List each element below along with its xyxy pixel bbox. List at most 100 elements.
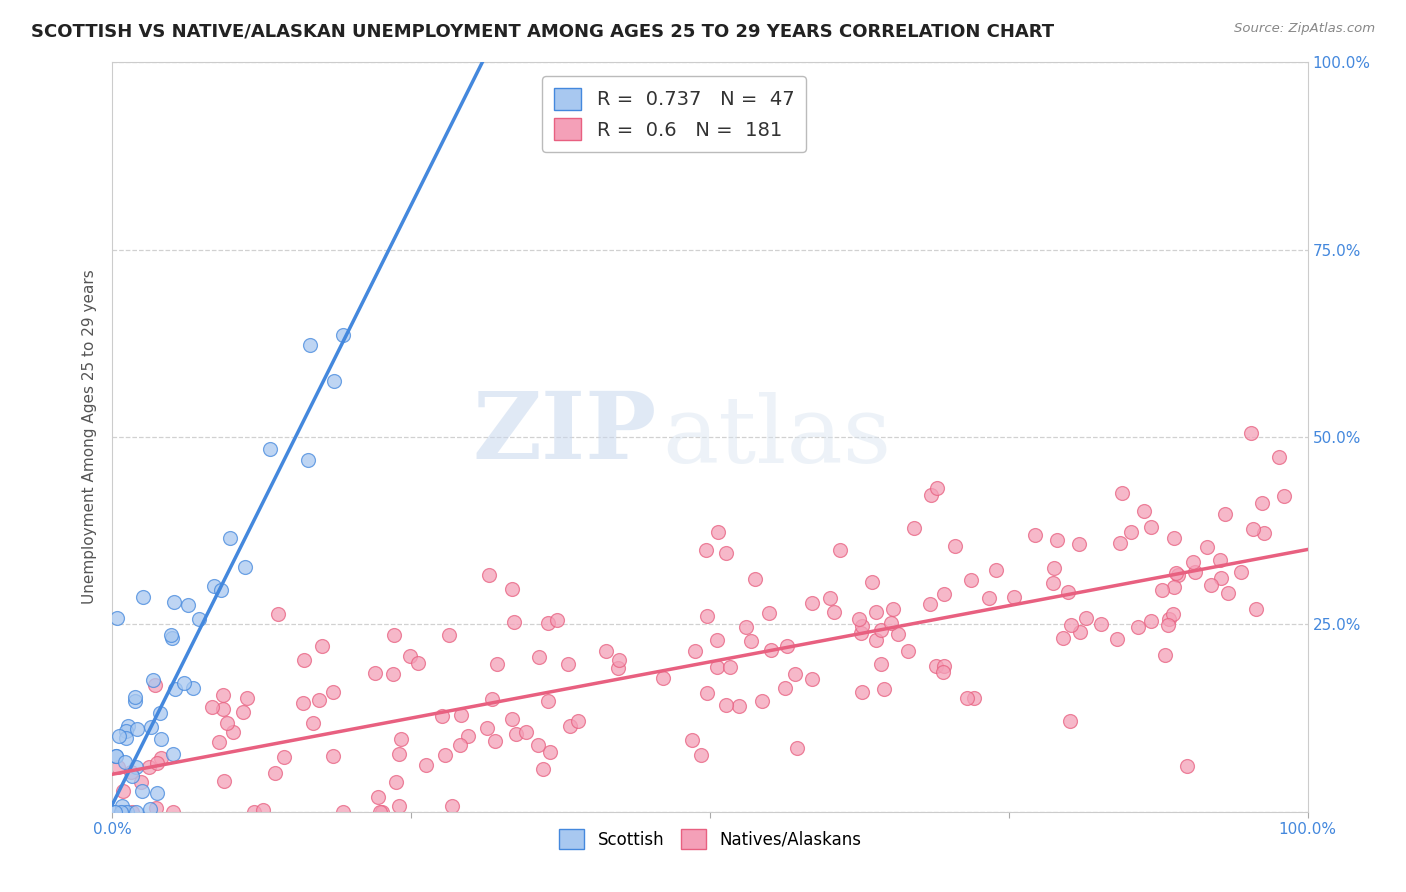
Point [1199,578,1222,592]
Point [1272,490,1295,504]
Point [233,560,256,574]
Point [681,733,703,747]
Point [1167,568,1189,582]
Point [439,628,461,642]
Point [1139,519,1161,533]
Point [1209,553,1232,567]
Point [502,615,524,630]
Point [389,732,412,747]
Point [1164,566,1187,580]
Point [209,582,232,597]
Point [823,605,845,619]
Point [870,624,893,638]
Point [1251,496,1274,510]
Point [800,672,823,686]
Point [977,591,1000,606]
Point [501,582,523,597]
Point [1060,618,1083,632]
Point [322,748,344,763]
Point [1108,536,1130,550]
Point [886,627,908,641]
Point [1244,601,1267,615]
Point [149,751,172,765]
Point [531,762,554,776]
Point [477,721,499,735]
Point [1069,536,1091,550]
Point [302,716,325,731]
Point [104,805,127,819]
Point [124,690,146,704]
Point [183,681,205,695]
Point [382,628,405,642]
Point [728,699,751,714]
Point [121,769,143,783]
Point [481,691,503,706]
Point [1216,586,1239,600]
Point [758,606,780,620]
Point [818,591,841,606]
Point [1107,632,1129,646]
Point [1175,759,1198,773]
Point [1042,575,1064,590]
Point [1056,584,1078,599]
Point [430,708,453,723]
Point [217,715,239,730]
Point [132,590,155,604]
Point [399,649,422,664]
Point [212,688,235,702]
Point [567,714,589,728]
Point [162,805,184,819]
Point [221,725,243,739]
Point [1157,612,1180,626]
Point [243,805,266,819]
Point [150,731,173,746]
Point [252,803,274,817]
Point [323,374,346,388]
Point [108,729,131,743]
Point [1002,590,1025,604]
Point [163,595,186,609]
Point [882,602,904,616]
Point [536,694,558,708]
Point [903,521,925,535]
Point [652,671,675,685]
Point [291,696,314,710]
Point [830,543,852,558]
Point [851,619,873,633]
Point [1059,714,1081,729]
Point [934,586,956,600]
Point [1267,450,1289,464]
Point [505,727,527,741]
Point [870,657,893,672]
Point [1119,524,1142,539]
Point [927,481,949,495]
Point [332,805,354,819]
Point [138,760,160,774]
Point [415,757,437,772]
Point [873,682,896,697]
Point [984,564,1007,578]
Point [297,453,319,467]
Point [740,634,762,648]
Point [536,615,558,630]
Point [849,626,872,640]
Point [1157,618,1180,632]
Point [259,442,281,456]
Point [202,579,225,593]
Point [292,653,315,667]
Legend: Scottish, Natives/Alaskans: Scottish, Natives/Alaskans [553,822,868,855]
Point [1024,528,1046,542]
Point [716,546,738,560]
Point [105,611,128,625]
Point [232,705,254,719]
Point [1043,560,1066,574]
Point [308,693,330,707]
Point [943,540,966,554]
Point [1139,614,1161,628]
Point [860,574,883,589]
Point [527,649,550,664]
Point [932,659,955,673]
Point [478,568,501,582]
Text: Source: ZipAtlas.com: Source: ZipAtlas.com [1234,22,1375,36]
Text: atlas: atlas [662,392,891,482]
